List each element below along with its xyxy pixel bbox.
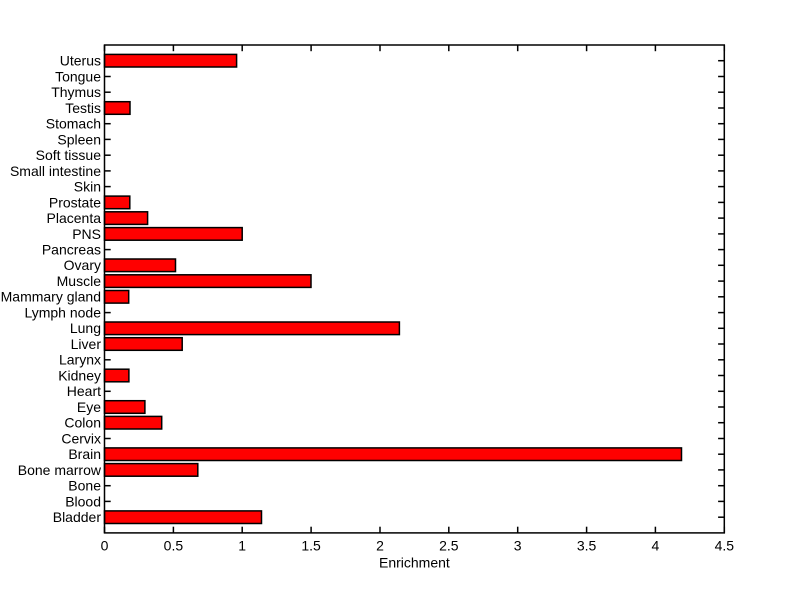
svg-text:Lymph node: Lymph node	[24, 305, 101, 321]
svg-text:Cervix: Cervix	[61, 430, 101, 446]
svg-text:Heart: Heart	[67, 383, 101, 399]
svg-text:1.5: 1.5	[301, 538, 321, 554]
svg-text:4.5: 4.5	[715, 538, 735, 554]
svg-text:PNS: PNS	[72, 226, 101, 242]
svg-text:Bone marrow: Bone marrow	[18, 462, 102, 478]
svg-text:Soft tissue: Soft tissue	[36, 147, 102, 163]
svg-text:Small intestine: Small intestine	[10, 163, 101, 179]
svg-text:Placenta: Placenta	[47, 210, 102, 226]
svg-text:2: 2	[376, 538, 384, 554]
svg-text:Testis: Testis	[65, 100, 101, 116]
svg-text:Skin: Skin	[74, 179, 101, 195]
svg-text:Lung: Lung	[70, 320, 101, 336]
svg-text:Spleen: Spleen	[57, 131, 101, 147]
svg-text:Ovary: Ovary	[64, 257, 101, 273]
svg-text:Liver: Liver	[71, 336, 102, 352]
svg-text:Bladder: Bladder	[53, 509, 102, 525]
svg-text:Larynx: Larynx	[59, 352, 101, 368]
svg-text:Mammary gland: Mammary gland	[1, 289, 101, 305]
svg-text:Eye: Eye	[77, 399, 101, 415]
svg-text:Enrichment: Enrichment	[379, 555, 450, 571]
svg-text:1: 1	[238, 538, 246, 554]
svg-text:3.5: 3.5	[577, 538, 597, 554]
svg-text:Colon: Colon	[64, 415, 101, 431]
svg-text:4: 4	[652, 538, 660, 554]
svg-text:3: 3	[514, 538, 522, 554]
svg-text:Thymus: Thymus	[51, 84, 101, 100]
svg-text:Blood: Blood	[65, 493, 101, 509]
svg-text:Pancreas: Pancreas	[42, 242, 101, 258]
svg-text:0: 0	[101, 538, 109, 554]
svg-text:Brain: Brain	[68, 446, 101, 462]
svg-text:Kidney: Kidney	[58, 367, 101, 383]
svg-text:0.5: 0.5	[164, 538, 184, 554]
svg-text:Tongue: Tongue	[55, 68, 101, 84]
svg-text:Uterus: Uterus	[60, 53, 101, 69]
svg-text:2.5: 2.5	[439, 538, 459, 554]
svg-text:Stomach: Stomach	[46, 116, 101, 132]
svg-text:Bone: Bone	[68, 478, 101, 494]
svg-text:Prostate: Prostate	[49, 194, 101, 210]
svg-text:Muscle: Muscle	[57, 273, 102, 289]
